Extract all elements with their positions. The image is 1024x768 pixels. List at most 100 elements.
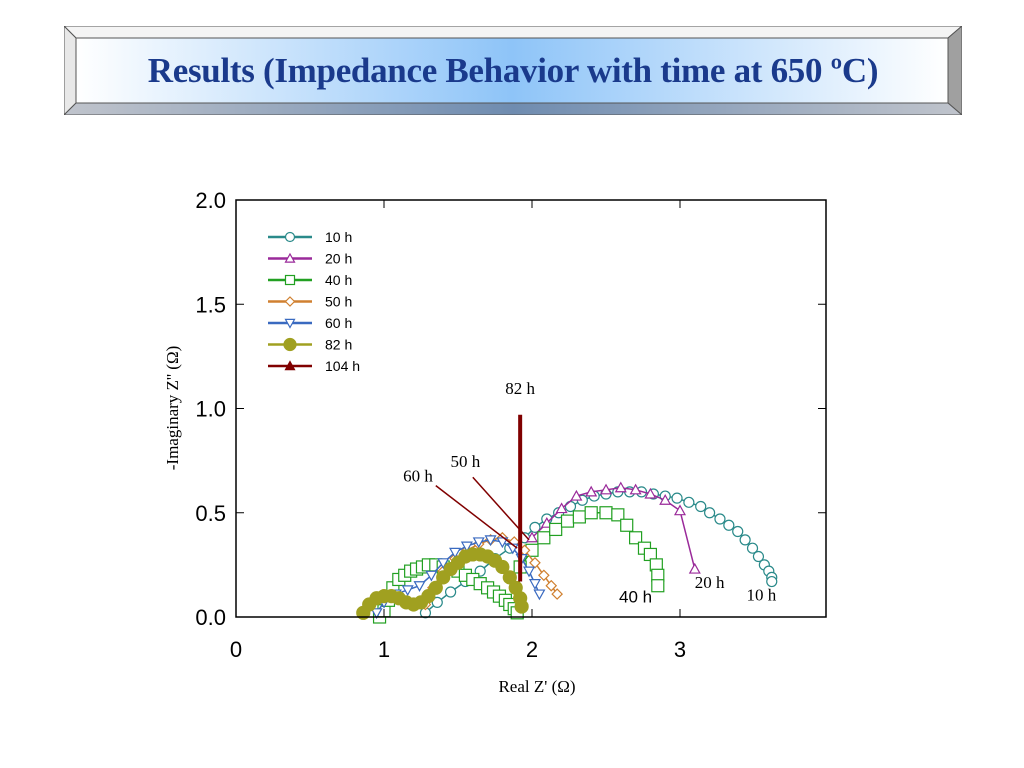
data-point-marker bbox=[629, 483, 642, 495]
data-point-marker bbox=[370, 608, 383, 620]
data-point-marker bbox=[284, 318, 296, 329]
annotation-label: 10 h bbox=[747, 585, 777, 604]
y-tick-label: 2.0 bbox=[195, 188, 226, 213]
data-point-marker bbox=[732, 525, 744, 538]
data-point-marker bbox=[644, 487, 657, 499]
data-point-marker bbox=[560, 514, 575, 528]
data-point-marker bbox=[683, 496, 695, 508]
data-point-marker bbox=[611, 508, 625, 522]
data-point-marker bbox=[628, 531, 643, 545]
data-point-marker bbox=[703, 507, 716, 519]
y-axis-label: -Imaginary Z'' (Ω) bbox=[163, 346, 182, 471]
x-tick-label: 2 bbox=[526, 637, 538, 662]
data-point-marker bbox=[599, 483, 613, 495]
annotation-label: 20 h bbox=[695, 573, 725, 592]
data-point-marker bbox=[549, 522, 563, 537]
y-tick-label: 0.5 bbox=[195, 501, 226, 526]
data-point-marker bbox=[283, 337, 297, 352]
data-point-marker bbox=[620, 518, 634, 532]
legend-item: 60 h bbox=[268, 315, 352, 331]
data-point-marker bbox=[570, 489, 583, 501]
data-point-marker bbox=[695, 500, 707, 513]
legend-item: 10 h bbox=[268, 229, 352, 245]
data-point-marker bbox=[528, 579, 541, 590]
legend-item: 20 h bbox=[268, 251, 352, 267]
data-point-marker bbox=[659, 494, 672, 505]
data-point-marker bbox=[431, 596, 443, 609]
data-point-marker bbox=[533, 589, 546, 601]
data-point-marker bbox=[739, 534, 751, 546]
legend-label: 10 h bbox=[325, 229, 352, 245]
y-tick-label: 1.5 bbox=[195, 292, 226, 317]
data-point-marker bbox=[525, 531, 539, 543]
slide-title: Results (Impedance Behavior with time at… bbox=[147, 50, 879, 90]
data-point-marker bbox=[752, 550, 765, 563]
data-point-marker bbox=[545, 579, 558, 592]
data-point-marker bbox=[413, 581, 426, 592]
data-point-marker bbox=[401, 585, 414, 597]
legend-item: 50 h bbox=[268, 294, 352, 310]
title-bevel bbox=[64, 26, 962, 115]
data-point-marker bbox=[284, 274, 296, 286]
data-point-marker bbox=[723, 519, 735, 531]
legend-label: 40 h bbox=[325, 272, 352, 288]
data-point-marker bbox=[529, 521, 541, 533]
x-tick-label: 1 bbox=[378, 637, 390, 662]
annotation-label: 40 h bbox=[619, 587, 652, 606]
annotation-line bbox=[472, 476, 530, 541]
annotation-label: 60 h bbox=[403, 466, 433, 485]
data-point-marker bbox=[599, 506, 613, 520]
data-point-marker bbox=[688, 562, 701, 574]
axis-ticks: 0 1 2 3 0.0 0.5 1.0 1.5 2.0 bbox=[195, 188, 826, 662]
data-point-marker bbox=[425, 570, 438, 582]
data-point-marker bbox=[671, 492, 683, 504]
data-point-marker bbox=[746, 542, 759, 554]
annotation-label: 50 h bbox=[451, 452, 481, 471]
data-point-marker bbox=[495, 559, 510, 575]
legend-label: 50 h bbox=[325, 294, 352, 310]
data-point-marker bbox=[572, 510, 586, 524]
data-point-marker bbox=[284, 360, 296, 371]
series-82h bbox=[356, 547, 529, 620]
slide-title-frame: Results (Impedance Behavior with time at… bbox=[64, 26, 962, 115]
data-point-marker bbox=[529, 556, 541, 569]
data-point-marker bbox=[472, 537, 485, 549]
data-point-marker bbox=[523, 566, 536, 578]
data-point-marker bbox=[564, 500, 577, 513]
y-tick-label: 0.0 bbox=[195, 605, 226, 630]
x-axis-label: Real Z' (Ω) bbox=[498, 677, 575, 696]
data-point-marker bbox=[537, 531, 551, 545]
legend: 10 h 20 h 40 h 50 h 60 h 82 h 104 h bbox=[268, 229, 360, 374]
data-point-marker bbox=[484, 535, 497, 547]
legend-label: 20 h bbox=[325, 251, 352, 267]
y-tick-label: 1.0 bbox=[195, 397, 226, 422]
data-point-marker bbox=[514, 599, 529, 614]
legend-label: 82 h bbox=[325, 337, 352, 353]
data-point-marker bbox=[551, 588, 564, 600]
data-point-marker bbox=[449, 547, 462, 559]
data-point-marker bbox=[584, 506, 598, 520]
legend-label: 104 h bbox=[325, 358, 360, 374]
data-point-marker bbox=[437, 558, 450, 570]
legend-label: 60 h bbox=[325, 315, 352, 331]
data-point-marker bbox=[284, 231, 296, 243]
data-point-marker bbox=[496, 537, 509, 549]
data-point-marker bbox=[537, 569, 550, 582]
data-point-marker bbox=[585, 485, 598, 497]
data-point-marker bbox=[284, 252, 296, 263]
data-point-marker bbox=[460, 541, 473, 553]
annotation-label: 82 h bbox=[505, 379, 535, 398]
data-point-marker bbox=[614, 481, 627, 493]
data-point-marker bbox=[673, 504, 687, 516]
legend-item: 40 h bbox=[268, 272, 352, 288]
legend-item: 104 h bbox=[268, 358, 360, 374]
plot-data-layer: 82 h 50 h 60 h 40 h 20 h 10 h bbox=[356, 379, 778, 624]
x-tick-label: 0 bbox=[230, 637, 242, 662]
data-point-marker bbox=[555, 502, 568, 514]
data-point-marker bbox=[284, 296, 296, 307]
legend-item: 82 h bbox=[268, 337, 352, 353]
data-point-marker bbox=[502, 570, 517, 585]
annotation-line bbox=[435, 485, 518, 549]
data-point-marker bbox=[714, 513, 726, 525]
